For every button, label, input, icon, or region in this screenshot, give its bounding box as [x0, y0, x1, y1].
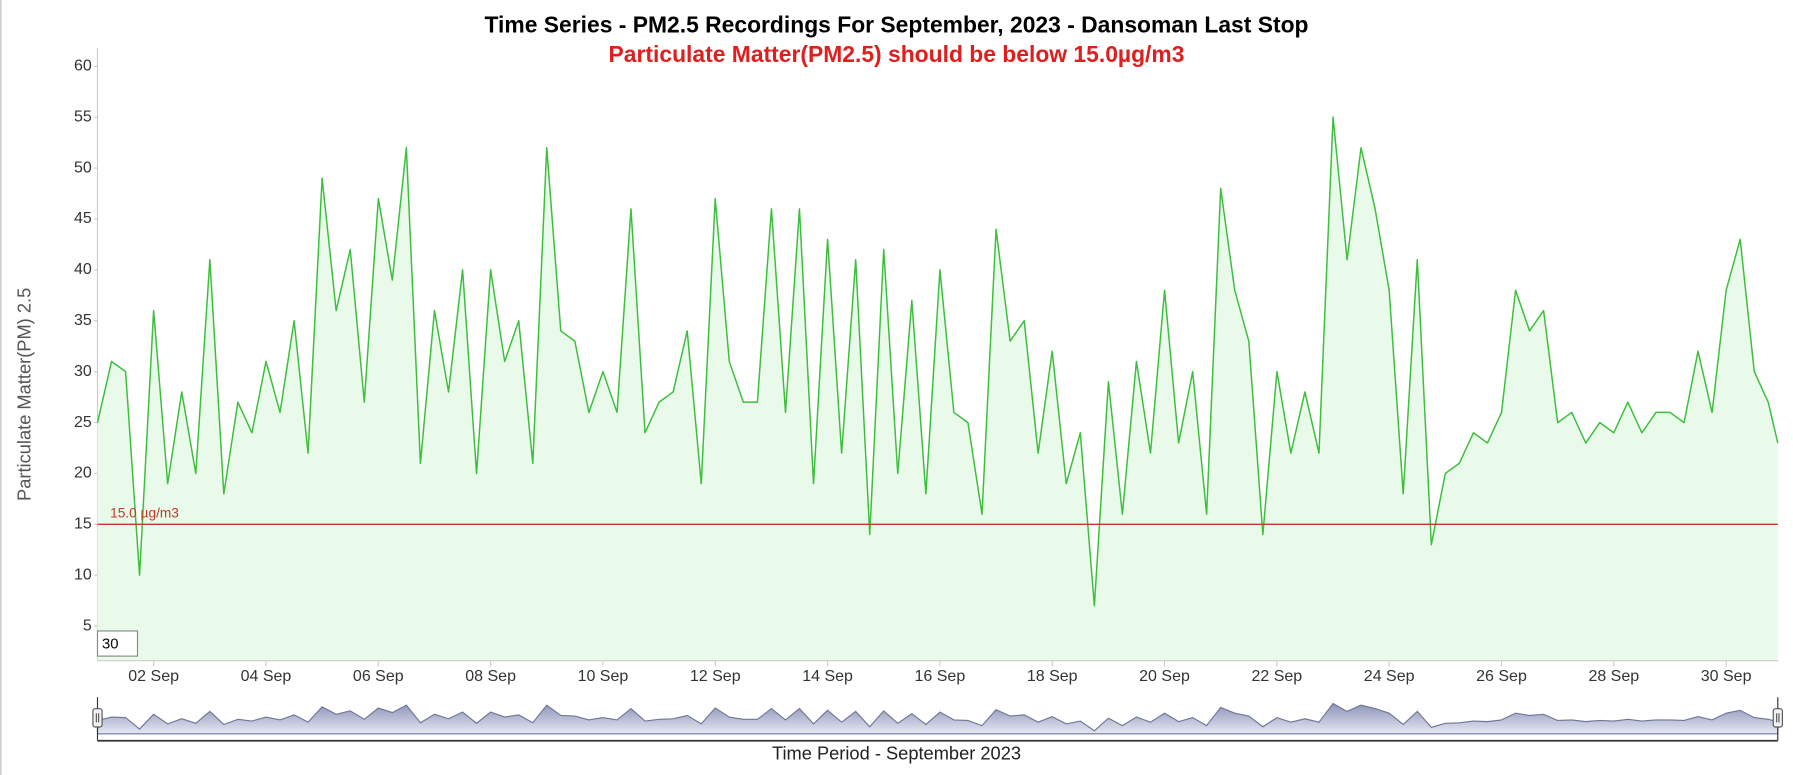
y-tick-label: 45	[74, 210, 92, 227]
x-tick-label: 16 Sep	[915, 668, 966, 685]
plot-area: 5 10 15 20 25 30 35 40 45 50 55 60 02 Sep 04 Sep 06 Se…	[74, 48, 1783, 742]
y-tick-label: 10	[74, 566, 92, 583]
y-tick-label: 35	[74, 312, 92, 329]
x-tick-label: 10 Sep	[578, 668, 629, 685]
series-line	[96, 116, 1779, 607]
series-area	[97, 117, 1778, 661]
navigator-handle-right[interactable]	[1772, 708, 1783, 728]
x-tick-label: 02 Sep	[128, 668, 179, 685]
x-tick-label: 26 Sep	[1476, 668, 1527, 685]
y-tick-label: 55	[74, 108, 92, 125]
navigator-handle-left[interactable]	[92, 708, 103, 728]
navigator-series	[96, 702, 1779, 735]
chart-title: Time Series - PM2.5 Recordings For Septe…	[484, 11, 1308, 37]
y-tick-label: 15	[74, 516, 92, 533]
x-tick-label: 12 Sep	[690, 668, 741, 685]
x-tick-label: 06 Sep	[353, 668, 404, 685]
range-input-text[interactable]: 30	[102, 637, 119, 653]
y-tick-label: 40	[74, 261, 92, 278]
x-tick-label: 22 Sep	[1251, 668, 1302, 685]
x-tick-label: 14 Sep	[802, 668, 853, 685]
x-tick-label: 30 Sep	[1701, 668, 1752, 685]
y-tick-label: 25	[74, 414, 92, 431]
x-tick-label: 28 Sep	[1588, 668, 1639, 685]
y-tick-label: 30	[74, 363, 92, 380]
y-tick-label: 20	[74, 465, 92, 482]
y-tick-label: 5	[83, 617, 92, 634]
x-tick-label: 20 Sep	[1139, 668, 1190, 685]
threshold-label: 15.0 µg/m3	[110, 506, 179, 521]
range-input[interactable]	[96, 630, 139, 657]
x-tick-label: 18 Sep	[1027, 668, 1078, 685]
y-tick-label: 60	[74, 58, 92, 75]
y-axis-label: Particulate Matter(PM) 2.5	[13, 288, 34, 501]
x-tick-label: 24 Sep	[1364, 668, 1415, 685]
y-tick-label: 50	[74, 159, 92, 176]
x-axis-label: Time Period - September 2023	[772, 742, 1021, 763]
chart-subtitle: Particulate Matter(PM2.5) should be belo…	[609, 41, 1185, 67]
x-tick-label: 08 Sep	[465, 668, 516, 685]
x-tick-label: 04 Sep	[241, 668, 292, 685]
